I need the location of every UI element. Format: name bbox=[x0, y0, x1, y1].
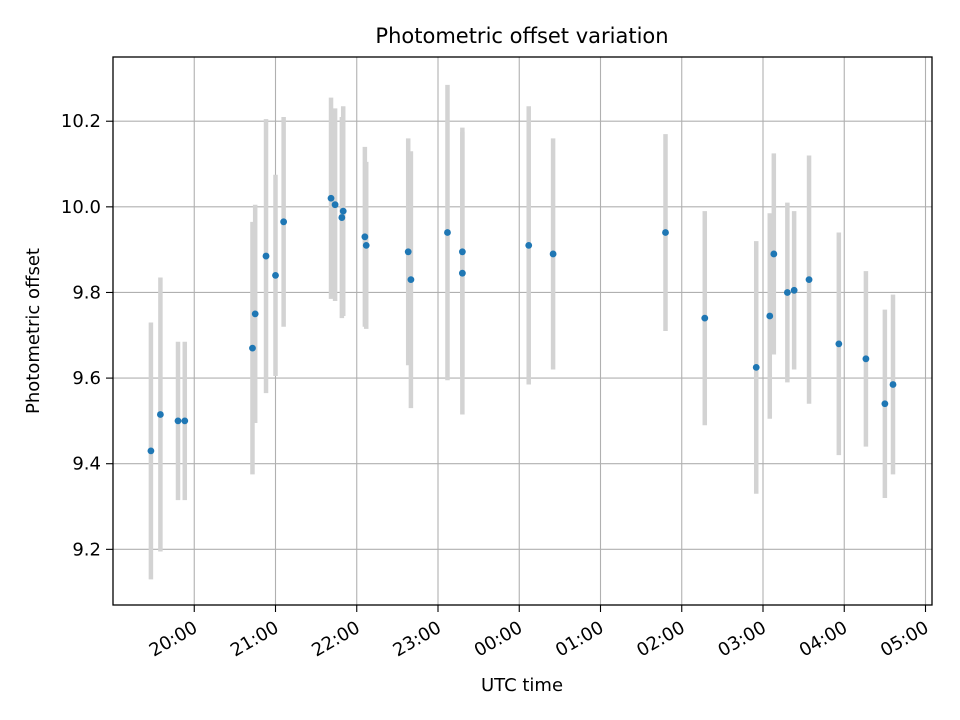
data-point bbox=[181, 417, 189, 425]
data-point bbox=[407, 276, 415, 284]
data-point bbox=[701, 314, 709, 322]
data-point bbox=[862, 355, 870, 363]
y-tick-label: 10.0 bbox=[61, 197, 101, 218]
data-point bbox=[458, 269, 466, 277]
data-point bbox=[770, 250, 778, 258]
y-tick-label: 9.6 bbox=[72, 368, 101, 389]
data-point bbox=[549, 250, 557, 258]
data-point bbox=[327, 194, 335, 202]
data-point bbox=[339, 207, 347, 215]
y-tick-label: 9.8 bbox=[72, 282, 101, 303]
data-point bbox=[331, 201, 339, 209]
data-point bbox=[147, 447, 155, 455]
data-points bbox=[147, 194, 897, 455]
y-tick-label: 9.4 bbox=[72, 454, 101, 475]
data-point bbox=[361, 233, 369, 241]
data-point bbox=[881, 400, 889, 408]
data-point bbox=[251, 310, 259, 318]
data-point bbox=[835, 340, 843, 348]
data-point bbox=[262, 252, 270, 260]
data-point bbox=[783, 289, 791, 296]
y-tick-label: 10.2 bbox=[61, 111, 101, 132]
data-point bbox=[362, 241, 370, 249]
data-point bbox=[338, 214, 346, 221]
data-point bbox=[249, 344, 256, 352]
data-point bbox=[174, 417, 182, 425]
data-point bbox=[444, 229, 451, 236]
chart-title: Photometric offset variation bbox=[375, 24, 668, 48]
data-point bbox=[805, 276, 813, 284]
data-point bbox=[662, 229, 669, 236]
data-point bbox=[766, 312, 774, 320]
y-axis: 9.2 9.4 9.6 9.8 10.0 10.2 bbox=[61, 111, 113, 560]
y-axis-label: Photometric offset bbox=[23, 248, 44, 414]
x-axis-label: UTC time bbox=[481, 675, 563, 696]
data-point bbox=[404, 248, 412, 256]
data-point bbox=[458, 248, 466, 256]
data-point bbox=[790, 286, 798, 294]
data-point bbox=[889, 381, 897, 388]
plot-frame bbox=[112, 56, 933, 606]
data-point bbox=[525, 241, 533, 249]
data-point bbox=[156, 411, 164, 418]
y-tick-label: 9.2 bbox=[72, 539, 101, 560]
data-point bbox=[752, 363, 760, 371]
data-point bbox=[280, 218, 288, 226]
data-point bbox=[272, 271, 279, 279]
